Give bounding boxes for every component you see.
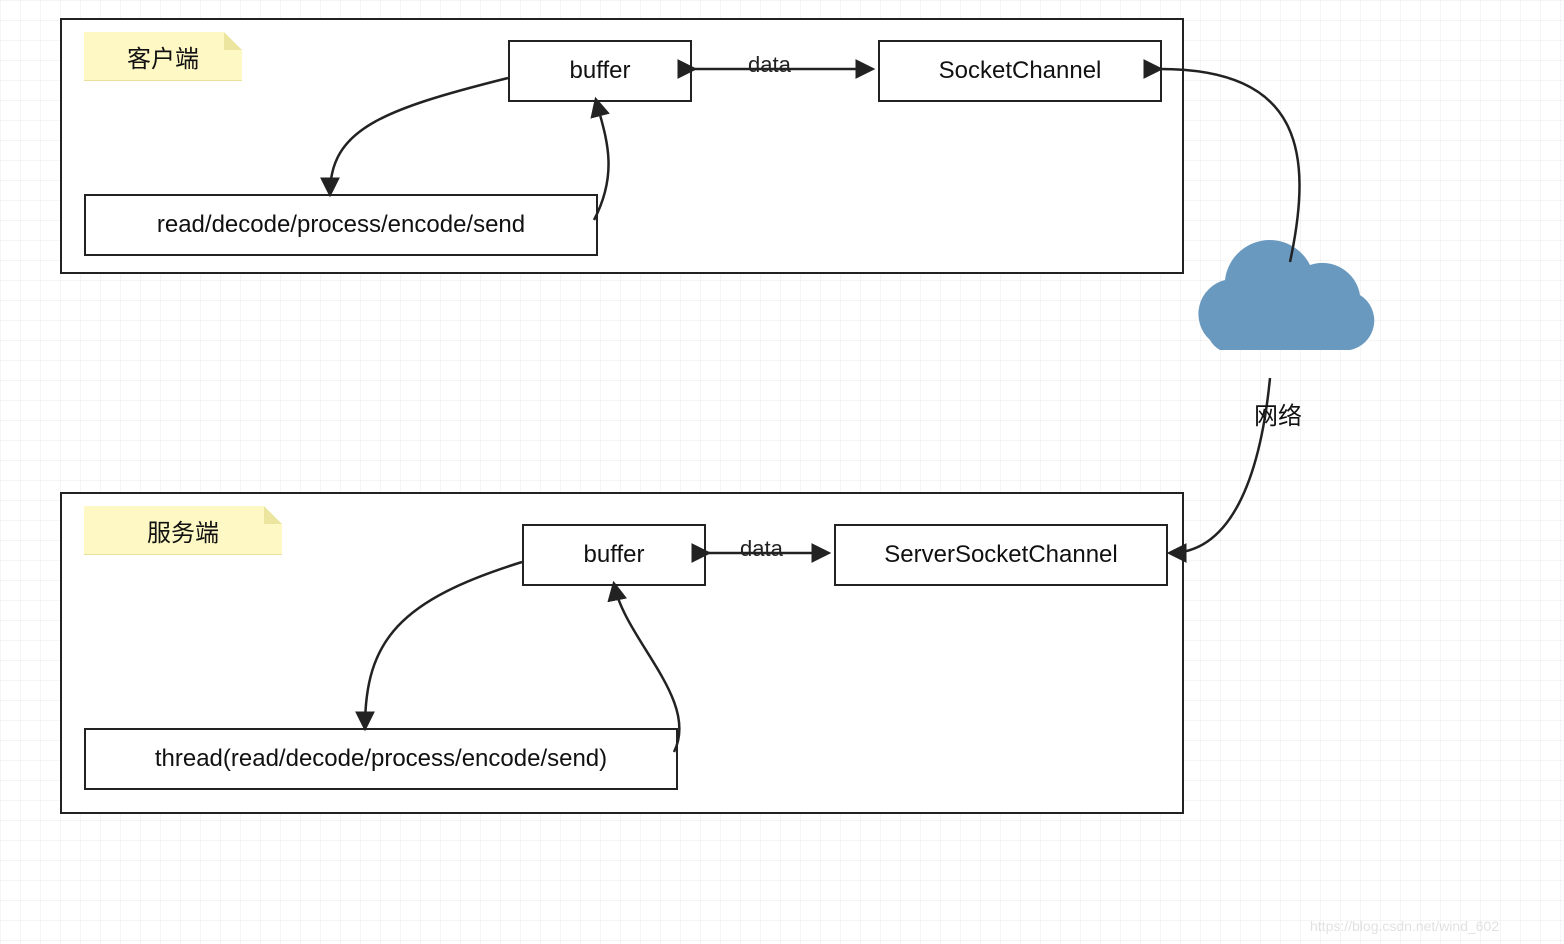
edge-client-process-to-buffer: [594, 100, 609, 220]
watermark: https://blog.csdn.net/wind_602: [1310, 918, 1499, 934]
edge-client-socket-to-cloud: [1160, 69, 1300, 262]
edge-layer: [0, 0, 1564, 944]
edge-label-client-data-text: data: [748, 52, 791, 77]
edge-label-server-data: data: [740, 536, 783, 562]
cloud-label: 网络: [1254, 396, 1302, 431]
edge-label-client-data: data: [748, 52, 791, 78]
cloud-icon: [1198, 240, 1374, 350]
edge-server-process-to-buffer: [614, 584, 679, 752]
edge-client-buffer-to-process: [330, 78, 508, 194]
edge-server-buffer-to-process: [365, 562, 522, 728]
cloud-label-text: 网络: [1254, 403, 1302, 430]
watermark-text: https://blog.csdn.net/wind_602: [1310, 918, 1499, 934]
edge-label-server-data-text: data: [740, 536, 783, 561]
